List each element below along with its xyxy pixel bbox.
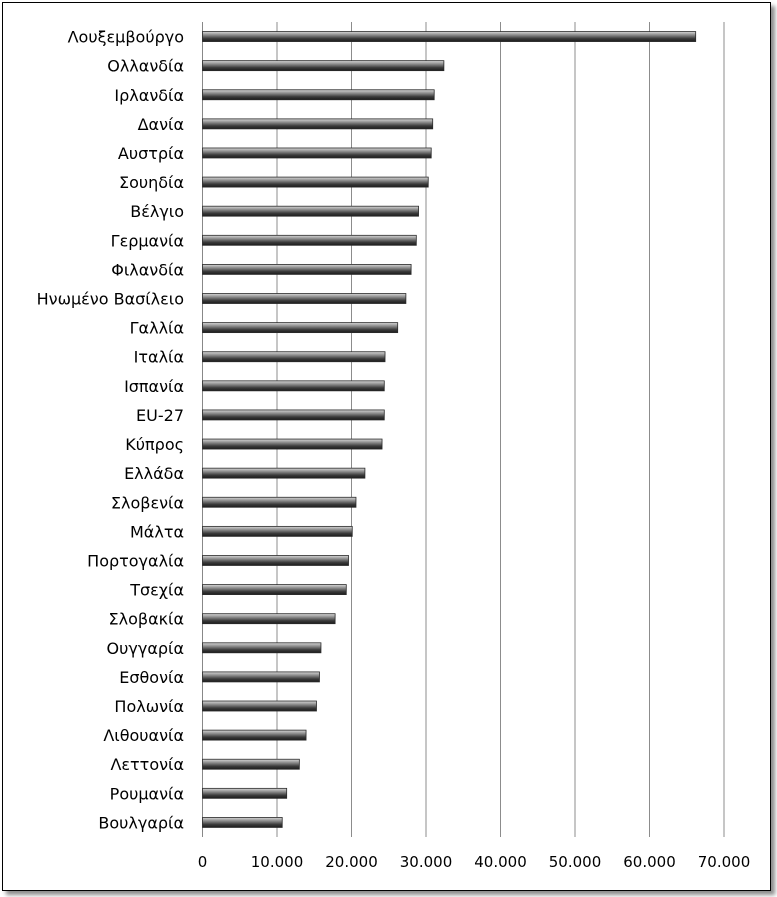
- x-tick-label: 40.000: [474, 853, 527, 871]
- bar: [202, 118, 434, 130]
- category-label: Λουξεμβούργο: [68, 28, 184, 47]
- category-label: Βουλγαρία: [98, 813, 184, 832]
- category-label: Τσεχία: [129, 581, 184, 600]
- category-label: Σουηδία: [119, 173, 184, 192]
- x-tick-label: 60.000: [623, 853, 676, 871]
- category-label: Γερμανία: [111, 231, 184, 250]
- category-label: Ουγγαρία: [107, 639, 184, 658]
- category-label: Αυστρία: [118, 144, 184, 163]
- bar: [202, 380, 385, 392]
- bar: [202, 60, 445, 72]
- category-label: Ηνωμένο Βασίλειο: [37, 290, 184, 309]
- x-tick-label: 70.000: [698, 853, 751, 871]
- gridlines: [276, 22, 725, 837]
- bar: [202, 700, 317, 712]
- category-label: Λεττονία: [110, 755, 184, 774]
- category-label: Μάλτα: [130, 522, 184, 541]
- bar: [202, 467, 366, 479]
- bar: [202, 322, 399, 334]
- bar: [202, 729, 307, 741]
- category-label: EU-27: [136, 406, 184, 425]
- category-label: Ελλάδα: [124, 464, 184, 483]
- x-tick-label: 30.000: [400, 853, 453, 871]
- bar: [202, 584, 347, 595]
- x-tick-label: 10.000: [251, 853, 304, 871]
- bar: [202, 147, 432, 159]
- category-label: Πορτογαλία: [87, 551, 184, 570]
- bar: [202, 31, 697, 42]
- category-label: Ιρλανδία: [114, 86, 184, 105]
- bar: [202, 671, 320, 683]
- category-label: Δανία: [138, 115, 184, 134]
- category-label: Φιλανδία: [111, 260, 184, 279]
- bar: [202, 758, 300, 770]
- bar: [202, 351, 386, 363]
- bars: [202, 31, 697, 828]
- category-label: Ισπανία: [124, 377, 184, 396]
- bar: [202, 496, 357, 508]
- x-tick-label: 20.000: [325, 853, 378, 871]
- category-label: Γαλλία: [130, 319, 184, 338]
- bar-chart: Λουξεμβούργο Ολλανδία Ιρλανδία Δανία Αυστρία…: [37, 22, 751, 871]
- category-label: Ολλανδία: [107, 57, 184, 76]
- bar: [202, 787, 288, 799]
- bar: [202, 613, 336, 625]
- x-tick-labels: 0 10.000 20.000 30.000 40.000 50.000 60.000 70.…: [198, 853, 751, 871]
- bar: [202, 234, 417, 246]
- bar: [202, 409, 385, 421]
- bar: [202, 264, 412, 275]
- category-label: Σλοβενία: [111, 493, 184, 512]
- category-label: Λιθουανία: [103, 726, 184, 745]
- bar: [202, 176, 429, 188]
- category-label: Σλοβακία: [108, 610, 184, 629]
- bar: [202, 293, 407, 304]
- bar: [202, 525, 353, 537]
- category-label: Εσθονία: [119, 668, 184, 687]
- category-labels: Λουξεμβούργο Ολλανδία Ιρλανδία Δανία Αυστρία…: [37, 28, 184, 833]
- category-label: Βέλγιο: [130, 202, 184, 221]
- bar: [202, 438, 383, 450]
- category-label: Κύπρος: [125, 435, 184, 454]
- bar: [202, 205, 419, 217]
- category-label: Ιταλία: [134, 348, 184, 367]
- x-tick-label: 0: [198, 853, 208, 871]
- category-label: Ρουμανία: [110, 784, 184, 803]
- bar: [202, 89, 435, 101]
- bar: [202, 642, 322, 654]
- bar: [202, 817, 283, 828]
- x-tick-label: 50.000: [549, 853, 602, 871]
- bar: [202, 555, 349, 566]
- category-label: Πολωνία: [114, 697, 184, 716]
